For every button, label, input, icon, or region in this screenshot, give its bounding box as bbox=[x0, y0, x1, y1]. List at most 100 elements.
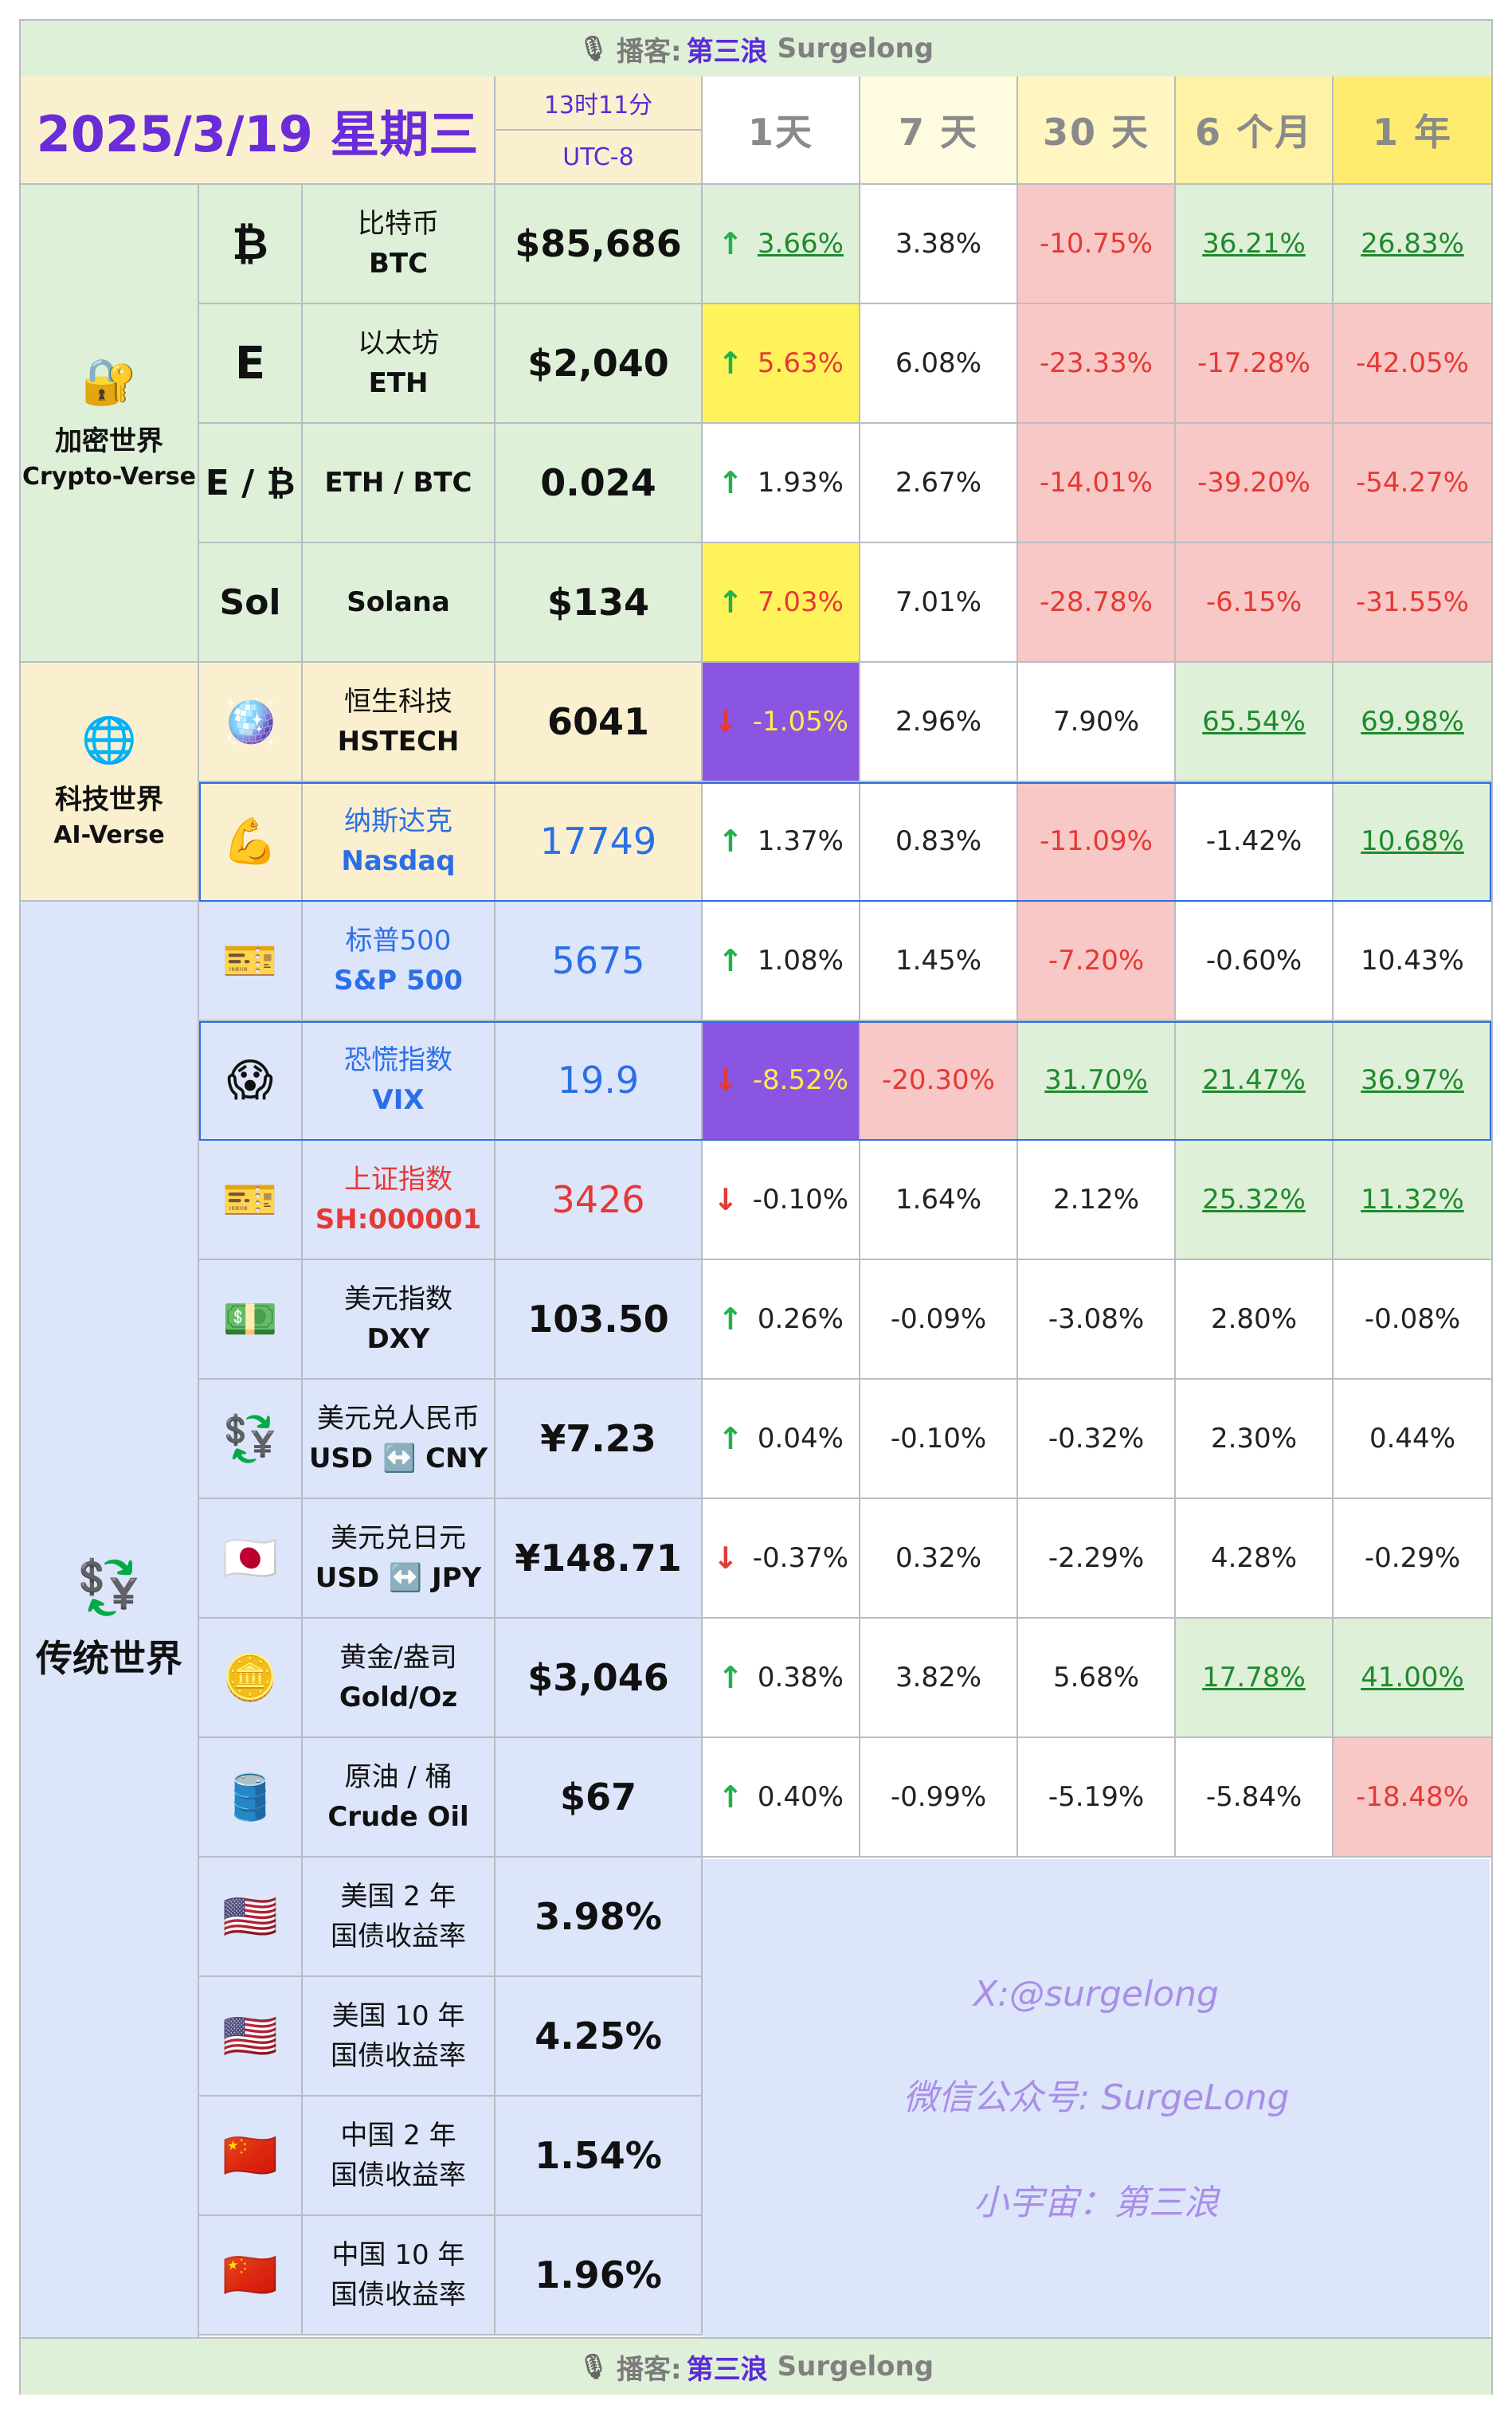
asset-price: 6041 bbox=[496, 663, 703, 782]
percent-value: 36.21% bbox=[1202, 228, 1306, 260]
price-value: ¥148.71 bbox=[515, 1537, 682, 1580]
change-p6m: 2.80% bbox=[1176, 1260, 1334, 1380]
percent-value: -42.05% bbox=[1356, 347, 1469, 379]
change-p1y: -31.55% bbox=[1334, 543, 1491, 663]
currency-exchange-icon: 💱 bbox=[199, 1380, 303, 1499]
currency-exchange-icon: 💱 bbox=[222, 1413, 278, 1465]
asset-name-cn: 以太坊 bbox=[358, 327, 439, 359]
percent-value: -7.20% bbox=[1048, 945, 1145, 977]
asset-name-15: 美国 10 年国债收益率 bbox=[303, 1977, 496, 2097]
asset-price: $134 bbox=[496, 543, 703, 663]
percent-value: 17.78% bbox=[1202, 1662, 1306, 1693]
change-p1: ↑ 5.63% bbox=[703, 304, 860, 424]
asset-name-6: 标普500 S&P 500 bbox=[303, 902, 496, 1021]
asset-name-en: SH:000001 bbox=[315, 1204, 482, 1235]
price-value: 3426 bbox=[551, 1178, 645, 1221]
percent-value: 25.32% bbox=[1202, 1184, 1306, 1216]
asset-name-en: 国债收益率 bbox=[331, 1921, 466, 1952]
header-date: 2025/3/19 星期三 bbox=[36, 105, 479, 163]
change-p1: ↑ 0.40% bbox=[703, 1738, 860, 1858]
us-flag-icon: 🇺🇸 bbox=[222, 1891, 278, 1943]
percent-value: 2.67% bbox=[895, 467, 981, 499]
asset-name-en: Solana bbox=[347, 586, 450, 618]
change-p30: -5.19% bbox=[1018, 1738, 1176, 1858]
category-traditional: 💱 传统世界 bbox=[21, 902, 199, 2339]
percent-value: -5.84% bbox=[1205, 1781, 1302, 1813]
change-p30: -3.08% bbox=[1018, 1260, 1176, 1380]
asset-name-5: 纳斯达克 Nasdaq bbox=[303, 782, 496, 902]
price-value: $2,040 bbox=[527, 342, 669, 385]
asset-name-16: 中国 2 年国债收益率 bbox=[303, 2097, 496, 2216]
percent-value: 3.66% bbox=[757, 228, 844, 260]
arrow-up-icon: ↑ bbox=[718, 1780, 743, 1815]
change-p30: -23.33% bbox=[1018, 304, 1176, 424]
change-p1: ↑ 1.08% bbox=[703, 902, 860, 1021]
price-value: 3.98% bbox=[535, 1895, 662, 1938]
ticket-icon: 🎫 bbox=[222, 1174, 278, 1226]
percent-value: 7.90% bbox=[1052, 706, 1139, 738]
change-p1: ↓ -0.10% bbox=[703, 1141, 860, 1260]
ethereum-icon: E bbox=[199, 304, 303, 424]
percent-value: 41.00% bbox=[1361, 1662, 1464, 1693]
eth-btc-icon: E / ₿ bbox=[199, 424, 303, 543]
percent-value: 36.97% bbox=[1361, 1064, 1464, 1096]
change-p6m: 36.21% bbox=[1176, 185, 1334, 304]
percent-value: 1.08% bbox=[757, 945, 844, 977]
percent-value: -8.52% bbox=[752, 1064, 849, 1096]
change-p6m: 2.30% bbox=[1176, 1380, 1334, 1499]
change-p7: 3.38% bbox=[860, 185, 1018, 304]
change-p6m: -5.84% bbox=[1176, 1738, 1334, 1858]
japan-flag-icon: 🇯🇵 bbox=[199, 1499, 303, 1619]
asset-name-cn: 上证指数 bbox=[344, 1164, 452, 1196]
change-p1y: -0.08% bbox=[1334, 1260, 1491, 1380]
dollar-banknote-icon: 💵 bbox=[222, 1294, 278, 1345]
asset-price: 4.25% bbox=[496, 1977, 703, 2097]
arrow-up-icon: ↑ bbox=[718, 465, 743, 500]
change-p1y: 10.68% bbox=[1334, 782, 1491, 902]
asset-name-cn: 美元指数 bbox=[344, 1283, 452, 1315]
change-p1y: -18.48% bbox=[1334, 1738, 1491, 1858]
arrow-up-icon: ↑ bbox=[718, 585, 743, 620]
change-p1: ↑ 1.93% bbox=[703, 424, 860, 543]
asset-name-cn: 标普500 bbox=[345, 925, 452, 957]
podcast-banner-top: 🎙 播客: 第三浪 Surgelong bbox=[21, 21, 1491, 78]
asset-name-en: 国债收益率 bbox=[331, 2279, 466, 2311]
percent-value: -20.30% bbox=[882, 1064, 995, 1096]
asset-name-cn: 美国 2 年 bbox=[340, 1881, 456, 1913]
change-p30: -11.09% bbox=[1018, 782, 1176, 902]
percent-value: -2.29% bbox=[1048, 1542, 1145, 1574]
change-p7: 6.08% bbox=[860, 304, 1018, 424]
change-p7: 3.82% bbox=[860, 1619, 1018, 1738]
change-p7: -0.99% bbox=[860, 1738, 1018, 1858]
asset-name-en: S&P 500 bbox=[334, 965, 463, 997]
percent-value: -11.09% bbox=[1040, 825, 1153, 857]
change-p1y: 26.83% bbox=[1334, 185, 1491, 304]
arrow-down-icon: ↓ bbox=[712, 704, 738, 739]
change-p6m: -1.42% bbox=[1176, 782, 1334, 902]
japan-flag-icon: 🇯🇵 bbox=[222, 1533, 278, 1584]
asset-name-10: 美元兑人民币 USD ↔️ CNY bbox=[303, 1380, 496, 1499]
percent-value: 1.64% bbox=[895, 1184, 981, 1216]
change-p30: 7.90% bbox=[1018, 663, 1176, 782]
arrow-up-icon: ↑ bbox=[718, 1302, 743, 1337]
asset-price: ¥7.23 bbox=[496, 1380, 703, 1499]
change-p6m: -0.60% bbox=[1176, 902, 1334, 1021]
dollar-banknote-icon: 💵 bbox=[199, 1260, 303, 1380]
percent-value: -1.42% bbox=[1205, 825, 1302, 857]
change-p7: 7.01% bbox=[860, 543, 1018, 663]
percent-value: 26.83% bbox=[1361, 228, 1464, 260]
percent-value: -0.32% bbox=[1048, 1423, 1145, 1455]
asset-name-12: 黄金/盎司 Gold/Oz bbox=[303, 1619, 496, 1738]
change-p1y: -54.27% bbox=[1334, 424, 1491, 543]
asset-name-en: USD ↔️ JPY bbox=[315, 1562, 482, 1594]
change-p30: -0.32% bbox=[1018, 1380, 1176, 1499]
asset-price: 5675 bbox=[496, 902, 703, 1021]
percent-value: 6.08% bbox=[895, 347, 981, 379]
microphone-icon: 🎙 bbox=[578, 2352, 609, 2381]
asset-name-8: 上证指数 SH:000001 bbox=[303, 1141, 496, 1260]
percent-value: 0.40% bbox=[757, 1781, 844, 1813]
change-p1: ↑ 7.03% bbox=[703, 543, 860, 663]
change-p30: 5.68% bbox=[1018, 1619, 1176, 1738]
asset-price: $3,046 bbox=[496, 1619, 703, 1738]
percent-value: 4.28% bbox=[1210, 1542, 1297, 1574]
